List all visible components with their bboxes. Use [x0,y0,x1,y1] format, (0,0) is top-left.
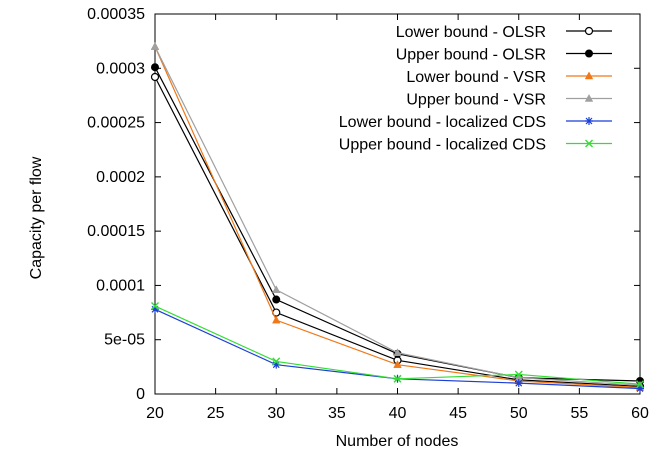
legend-item: Upper bound - localized CDS [339,137,612,154]
legend-item: Upper bound - OLSR [396,47,612,64]
plot-frame [154,13,641,395]
legend-marker [585,117,593,125]
series-2 [151,63,644,385]
legend-marker [584,71,594,80]
data-point [636,384,644,393]
series-line [154,305,641,385]
x-tick-label: 25 [207,405,225,422]
data-point [393,360,402,368]
y-tick-label: 5e-05 [104,332,145,349]
legend-marker [584,26,594,36]
legend-label: Lower bound - OLSR [396,24,546,41]
data-point [151,305,159,314]
data-point [393,348,402,356]
y-tick-label: 0.0001 [96,277,145,294]
legend-item: Lower bound - VSR [406,69,612,86]
legend: Lower bound - OLSR Upper bound - OLSR Lowe… [339,24,612,154]
y-tick-label: 0.00015 [87,223,145,240]
legend-item: Upper bound - VSR [406,92,612,109]
data-point [150,42,160,50]
x-tick-label: 30 [267,405,285,422]
data-point [150,72,160,82]
x-tick-label: 20 [146,405,164,422]
x-tick-label: 45 [449,405,467,422]
x-tick-label: 50 [510,405,528,422]
data-point [272,295,281,304]
x-tick-label: 60 [631,405,649,422]
data-point [272,285,281,294]
legend-marker [585,49,593,58]
legend-label: Upper bound - OLSR [396,47,546,64]
legend-item: Lower bound - localized CDS [339,114,612,131]
data-point [151,63,159,72]
x-tick-label: 55 [570,405,588,422]
y-axis-title: Capacity per flow [28,156,45,279]
series-line [154,46,641,386]
series-4 [150,42,645,389]
series-6 [151,302,644,389]
y-tick-label: 0.0002 [96,169,145,186]
legend-label: Upper bound - VSR [406,92,546,109]
data-point [151,302,159,311]
y-tick-label: 0.00025 [87,115,145,132]
axes: 20 25 30 35 40 45 50 55 60 0 5e-05 0.0001 0.00015 0.0… [87,6,649,422]
legend-label: Lower bound - localized CDS [339,114,546,131]
legend-item: Lower bound - OLSR [396,24,612,41]
data-point [393,374,402,383]
y-tick-label: 0.00035 [87,6,145,23]
data-point [636,380,644,389]
series-group [150,42,645,393]
data-point [272,315,281,324]
x-tick-label: 35 [328,405,346,422]
data-point [514,370,523,379]
y-tick-label: 0 [136,386,145,403]
data-point [272,357,281,366]
x-axis-title: Number of nodes [336,433,459,450]
x-tick-label: 40 [389,405,407,422]
legend-label: Lower bound - VSR [406,69,546,86]
legend-marker [584,93,594,102]
data-point [514,379,523,388]
legend-marker [585,139,593,148]
y-tick-label: 0.0003 [96,60,145,77]
data-point [272,360,281,369]
legend-label: Upper bound - localized CDS [339,137,546,154]
